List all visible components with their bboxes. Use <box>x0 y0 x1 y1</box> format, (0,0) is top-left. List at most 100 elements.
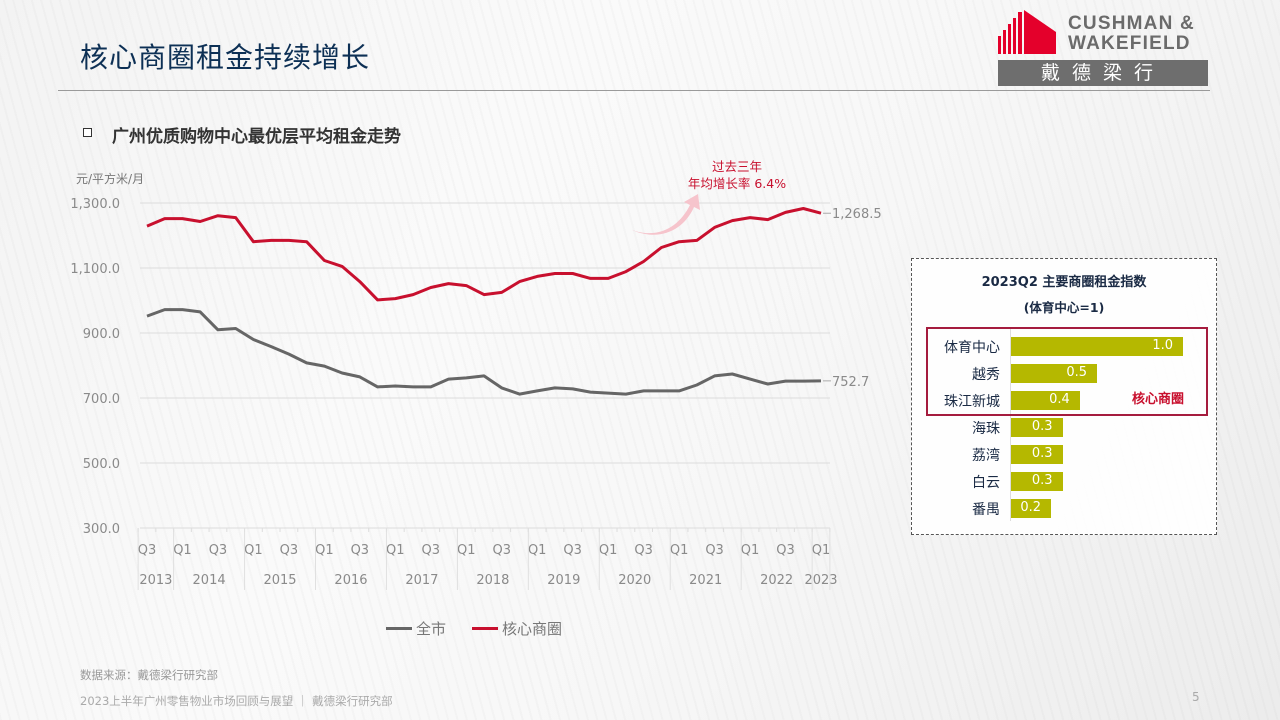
x-year-label: 2015 <box>263 573 296 588</box>
index-bar-value: 0.5 <box>1066 365 1087 380</box>
x-quarter-label: Q1 <box>670 543 689 558</box>
logo-wordmark: CUSHMAN & WAKEFIELD <box>1068 14 1195 54</box>
panel-title: 2023Q2 主要商圈租金指数 <box>981 275 1147 290</box>
x-year-label: 2021 <box>689 573 722 588</box>
x-quarter-label: Q3 <box>634 543 653 558</box>
core-district-label: 核心商圈 <box>1132 392 1185 407</box>
index-bar-value: 1.0 <box>1152 338 1173 353</box>
legend-item-core[interactable]: 核心商圈 <box>472 618 562 639</box>
x-quarter-label: Q1 <box>315 543 334 558</box>
x-quarter-label: Q1 <box>173 543 192 558</box>
index-bar: 0.3 <box>1011 472 1063 491</box>
x-quarter-label: Q3 <box>209 543 228 558</box>
x-year-label: 2019 <box>547 573 580 588</box>
x-quarter-label: Q1 <box>528 543 547 558</box>
index-bar: 0.3 <box>1011 445 1063 464</box>
x-quarter-label: Q1 <box>244 543 263 558</box>
index-bar-label: 越秀 <box>972 367 1000 383</box>
bullet-square-icon <box>83 128 92 137</box>
index-bar-label: 珠江新城 <box>944 394 1000 410</box>
page-title: 核心商圈租金持续增长 <box>80 41 371 74</box>
index-bar-row: 白云 0.3 <box>912 470 1216 492</box>
x-quarter-label: Q3 <box>563 543 582 558</box>
annotation-line-1: 过去三年 <box>711 159 762 174</box>
index-bar-value: 0.2 <box>1020 500 1041 515</box>
x-quarter-label: Q3 <box>705 543 724 558</box>
y-tick-label: 300.0 <box>83 522 120 537</box>
growth-arrow-icon <box>632 194 700 235</box>
x-quarter-label: Q1 <box>457 543 476 558</box>
index-bar: 0.5 <box>1011 364 1097 383</box>
y-tick-label: 1,100.0 <box>70 262 120 277</box>
x-year-label: 2014 <box>193 573 226 588</box>
x-quarter-label: Q1 <box>386 543 405 558</box>
x-quarter-label: Q1 <box>812 543 831 558</box>
legend-label-city: 全市 <box>416 620 447 638</box>
report-footer: 2023上半年广州零售物业市场回顾与展望 ｜ 戴德梁行研究部 <box>80 694 393 708</box>
growth-annotation: 过去三年 年均增长率 6.4% <box>672 158 802 192</box>
core-district-highlight-box <box>926 327 1208 416</box>
end-value-label: 752.7 <box>832 375 869 390</box>
logo-line-1: CUSHMAN & <box>1068 13 1195 34</box>
index-bar-value: 0.3 <box>1031 473 1053 488</box>
page-number: 5 <box>1192 690 1200 704</box>
y-tick-label: 1,300.0 <box>70 197 120 212</box>
end-value-label: 1,268.5 <box>832 207 882 222</box>
legend-label-core: 核心商圈 <box>502 620 563 638</box>
index-bar-row: 荔湾 0.3 <box>912 443 1216 465</box>
index-bar-row: 越秀 0.5 <box>912 362 1216 384</box>
y-tick-label: 700.0 <box>83 392 120 407</box>
x-year-label: 2018 <box>476 573 509 588</box>
x-quarter-label: Q1 <box>599 543 618 558</box>
index-bar-label: 番禺 <box>972 502 1000 518</box>
x-year-label: 2023 <box>804 573 837 588</box>
y-axis-unit: 元/平方米/月 <box>76 172 145 186</box>
x-quarter-label: Q3 <box>138 543 157 558</box>
index-bar: 0.2 <box>1011 499 1051 518</box>
index-bar-row: 番禺 0.2 <box>912 497 1216 519</box>
x-year-label: 2017 <box>405 573 438 588</box>
legend-swatch-core <box>472 627 499 630</box>
logo-chinese-name: 戴德梁行 <box>998 60 1208 86</box>
x-quarter-label: Q3 <box>776 543 795 558</box>
x-quarter-label: Q1 <box>741 543 760 558</box>
rent-index-panel: 2023Q2 主要商圈租金指数 (体育中心=1) 体育中心 1.0 越秀 0.5 珠江新… <box>911 258 1217 535</box>
index-bar: 1.0 <box>1011 337 1183 356</box>
x-quarter-label: Q3 <box>351 543 370 558</box>
series-line-city <box>146 308 822 396</box>
series-line-core <box>146 207 822 302</box>
data-source: 数据来源：戴德梁行研究部 <box>80 668 218 682</box>
index-bar-row: 珠江新城 0.4 <box>912 389 1216 411</box>
index-bar-value: 0.3 <box>1031 446 1053 461</box>
index-bar-row: 海珠 0.3 <box>912 416 1216 438</box>
index-bar-label: 体育中心 <box>944 340 1000 356</box>
index-bar-row: 体育中心 1.0 <box>912 335 1216 357</box>
chart-legend: 全市 核心商圈 <box>386 618 562 639</box>
logo-building-icon <box>998 10 1056 54</box>
bar-axis-line <box>1010 329 1011 521</box>
index-bar-value: 0.4 <box>1049 392 1070 407</box>
index-bar-label: 荔湾 <box>972 448 1000 464</box>
annotation-line-2: 年均增长率 6.4% <box>687 176 787 191</box>
legend-item-city[interactable]: 全市 <box>386 618 446 639</box>
y-tick-label: 500.0 <box>83 457 120 472</box>
y-tick-label: 900.0 <box>83 327 120 342</box>
x-quarter-label: Q3 <box>280 543 299 558</box>
index-bar-label: 白云 <box>972 475 1000 491</box>
x-year-label: 2022 <box>760 573 793 588</box>
rent-trend-line-chart: 1,300.0 1,100.0 900.0 700.0 500.0 300.0 Q3 Q1 Q… <box>70 194 882 590</box>
title-divider <box>58 90 1210 91</box>
x-year-label: 2020 <box>618 573 651 588</box>
x-year-label: 2016 <box>334 573 367 588</box>
logo-line-2: WAKEFIELD <box>1068 33 1191 54</box>
index-bar: 0.4 <box>1011 391 1080 410</box>
x-year-label: 2013 <box>139 573 172 588</box>
index-bar-label: 海珠 <box>972 421 1000 437</box>
company-logo: CUSHMAN & WAKEFIELD 戴德梁行 <box>998 8 1210 88</box>
index-bar: 0.3 <box>1011 418 1063 437</box>
index-bar-value: 0.3 <box>1031 419 1053 434</box>
x-quarter-label: Q3 <box>422 543 441 558</box>
chart-title: 广州优质购物中心最优层平均租金走势 <box>112 127 401 147</box>
x-quarter-label: Q3 <box>492 543 511 558</box>
legend-swatch-city <box>386 627 412 630</box>
